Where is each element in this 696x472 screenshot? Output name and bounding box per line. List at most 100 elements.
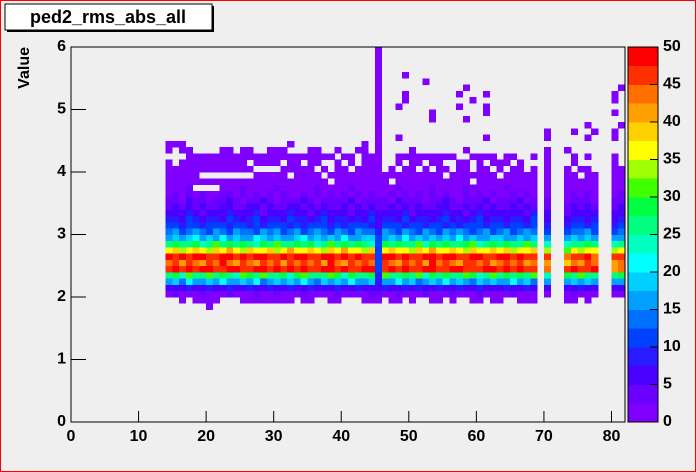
heatmap-cell [354,284,362,292]
heatmap-cell [375,190,383,198]
heatmap-cell [381,259,389,267]
heatmap-cell [320,153,329,160]
heatmap-cell [320,278,329,285]
heatmap-cell [543,203,551,210]
heatmap-cell [449,253,457,260]
heatmap-cell [618,215,626,223]
heatmap-cell [179,228,187,235]
heatmap-cell [503,178,511,185]
heatmap-cell [496,240,504,248]
heatmap-cell [368,272,376,279]
heatmap-cell [307,222,315,229]
heatmap-cell [327,240,335,248]
heatmap-cell [314,209,322,217]
heatmap-cell [300,222,308,229]
heatmap-cell [368,253,376,260]
heatmap-cell [185,240,193,248]
heatmap-cell [375,140,383,148]
heatmap-cell [408,228,416,235]
heatmap-cell [422,215,430,223]
heatmap-cell [239,165,247,173]
heatmap-cell [422,209,430,217]
heatmap-cell [368,165,376,173]
heatmap-cell [192,247,200,254]
heatmap-cell [348,222,356,229]
heatmap-cell [307,165,315,173]
heatmap-cell [266,159,274,167]
heatmap-cell [483,172,491,179]
heatmap-cell [402,172,410,179]
heatmap-cell [543,215,551,223]
heatmap-cell [280,172,288,179]
heatmap-cell [422,178,430,185]
heatmap-cell [253,184,261,192]
heatmap-cell [354,165,362,173]
heatmap-cell [266,153,274,160]
heatmap-cell [300,284,308,292]
heatmap-cell [489,215,497,223]
heatmap-cell [165,284,173,292]
heatmap-cell [618,209,626,217]
heatmap-cell [618,240,626,248]
heatmap-cell [253,297,261,304]
heatmap-cell [476,215,484,223]
heatmap-cell [395,203,403,210]
heatmap-cell [165,215,173,223]
heatmap-cell [260,190,268,198]
heatmap-cell [530,297,538,304]
heatmap-cell [415,172,423,179]
heatmap-cell [381,240,389,248]
heatmap-cell [354,203,362,210]
heatmap-cell [172,165,180,173]
heatmap-cell [239,297,247,304]
heatmap-cell [523,172,531,179]
heatmap-cell [293,240,302,248]
heatmap-cell [435,290,443,298]
heatmap-cell [476,284,484,292]
heatmap-cell [314,178,322,185]
heatmap-cell [516,272,524,279]
heatmap-cell [510,209,518,217]
heatmap-cell [523,222,531,229]
heatmap-cell [462,178,470,185]
x-tick-label: 80 [603,428,621,445]
heatmap-cell [206,215,214,223]
heatmap-cell [280,247,288,254]
heatmap-cell [199,203,207,210]
heatmap-cell [206,203,214,210]
heatmap-cell [449,278,457,285]
heatmap-cell [260,272,268,279]
heatmap-cell [564,190,572,198]
heatmap-cell [564,272,572,279]
heatmap-cell [199,265,207,273]
heatmap-cell [239,234,247,242]
heatmap-cell [320,247,329,254]
heatmap-cell [456,215,464,223]
heatmap-cell [266,272,274,279]
heatmap-cell [422,253,430,260]
heatmap-cell [300,234,308,242]
heatmap-cell [219,272,227,279]
heatmap-cell [314,159,322,167]
heatmap-cell [280,272,288,279]
heatmap-cell [375,265,383,273]
heatmap-cell [503,234,511,242]
heatmap-cell [476,234,484,242]
heatmap-cell [469,222,477,229]
heatmap-cell [199,190,207,198]
heatmap-cell [327,172,335,179]
heatmap-cell [179,290,187,298]
heatmap-cell [199,159,207,167]
heatmap-cell [469,247,477,254]
heatmap-cell [435,178,443,185]
heatmap-cell [611,234,619,242]
heatmap-cell [233,184,241,192]
heatmap-cell [462,253,470,260]
y-tick-label: 2 [57,288,66,305]
heatmap-cell [584,278,592,285]
heatmap-cell [348,178,356,185]
heatmap-cell [327,228,335,235]
heatmap-cell [233,290,241,298]
heatmap-cell [172,140,180,148]
heatmap-cell [314,240,322,248]
